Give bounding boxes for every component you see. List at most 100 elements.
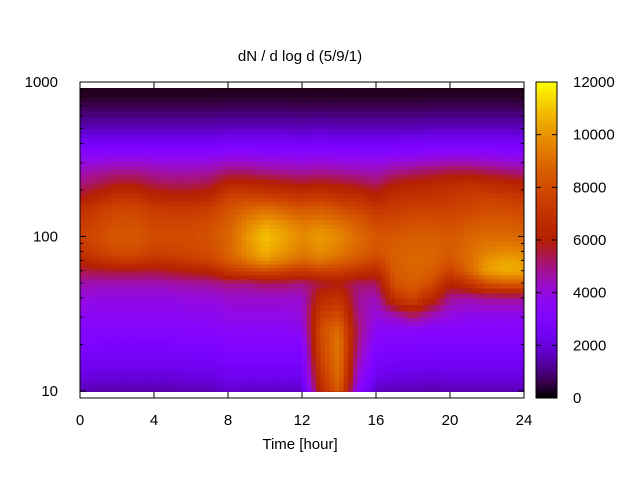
heatmap-cell (228, 178, 234, 185)
heatmap-cell (306, 350, 312, 358)
heatmap-cell (376, 214, 382, 220)
heatmap-cell (130, 321, 137, 326)
heatmap-cell (436, 214, 442, 220)
heatmap-cell (320, 274, 326, 280)
heatmap-cell (459, 188, 465, 194)
heatmap-cell (135, 274, 141, 280)
heatmap-cell (329, 317, 335, 322)
heatmap-cell (459, 393, 464, 396)
heatmap-cell (463, 178, 470, 185)
heatmap-cell (177, 344, 183, 352)
heatmap-cell (477, 304, 483, 312)
heatmap-cell (167, 282, 174, 289)
heatmap-cell (376, 192, 382, 198)
heatmap-cell (292, 209, 298, 215)
heatmap-cell (93, 317, 100, 322)
heatmap-cell (334, 219, 340, 225)
heatmap-cell (167, 321, 174, 326)
heatmap-cell (408, 263, 414, 268)
heatmap-cell (98, 263, 104, 268)
heatmap-cell (144, 197, 150, 202)
heatmap-cell (158, 197, 164, 202)
heatmap-cell (144, 325, 150, 331)
heatmap-cell (362, 344, 368, 352)
heatmap-cell (260, 201, 266, 206)
heatmap-cell (233, 393, 238, 396)
heatmap-cell (477, 329, 483, 336)
heatmap-cell (306, 201, 312, 206)
heatmap-cell (352, 373, 359, 380)
heatmap-cell (98, 257, 104, 261)
heatmap-cell (362, 321, 368, 326)
heatmap-cell (519, 317, 524, 322)
heatmap-cell (241, 174, 248, 180)
heatmap-cell (376, 278, 382, 284)
heatmap-cell (130, 197, 137, 202)
heatmap-cell (126, 236, 132, 243)
heatmap-cell (352, 267, 359, 272)
heatmap-cell (181, 304, 187, 312)
heatmap-cell (491, 257, 497, 261)
heatmap-cell (117, 278, 123, 284)
heatmap-cell (320, 228, 326, 233)
heatmap-cell (505, 310, 511, 318)
heatmap-cell (389, 357, 396, 365)
heatmap-cell (144, 317, 150, 322)
heatmap-cell (107, 205, 113, 210)
heatmap-cell (477, 386, 483, 392)
heatmap-cell (214, 209, 220, 215)
heatmap-cell (112, 287, 118, 294)
heatmap-cell (93, 270, 100, 276)
heatmap-cell (431, 382, 437, 388)
heatmap-cell (241, 282, 248, 289)
heatmap-cell (130, 236, 137, 243)
heatmap-cell (214, 373, 220, 380)
heatmap-cell (371, 224, 377, 229)
heatmap-cell (149, 344, 155, 352)
heatmap-cell (385, 297, 391, 305)
heatmap-cell (500, 188, 507, 194)
heatmap-cell (394, 270, 400, 276)
heatmap-cell (431, 183, 437, 189)
heatmap-cell (306, 263, 312, 268)
heatmap-cell (366, 251, 372, 256)
heatmap-cell (177, 236, 183, 243)
heatmap-cell (223, 174, 229, 180)
heatmap-cell (274, 393, 279, 396)
heatmap-cell (422, 368, 428, 375)
heatmap-cell (376, 382, 382, 388)
heatmap-cell (107, 178, 113, 185)
heatmap-cell (204, 344, 211, 352)
heatmap-cell (431, 241, 437, 248)
heatmap-cell (399, 304, 405, 312)
heatmap-cell (204, 192, 211, 198)
heatmap-cell (325, 174, 331, 180)
heatmap-cell (204, 329, 211, 336)
heatmap-cell (380, 270, 386, 276)
heatmap-cell (440, 236, 446, 243)
heatmap-cell (167, 304, 174, 312)
heatmap-cell (237, 188, 243, 194)
heatmap-cell (496, 393, 501, 396)
heatmap-cell (265, 197, 271, 202)
heatmap-cell (232, 241, 238, 248)
heatmap-cell (302, 219, 308, 225)
heatmap-cell (426, 197, 433, 202)
heatmap-cell (394, 325, 400, 331)
heatmap-cell (195, 282, 201, 289)
heatmap-cell (214, 274, 220, 280)
heatmap-cell (417, 344, 423, 352)
heatmap-cell (218, 188, 224, 194)
heatmap-cell (218, 357, 224, 365)
heatmap-cell (394, 224, 400, 229)
heatmap-cell (93, 378, 100, 384)
heatmap-cell (204, 317, 211, 322)
heatmap-cell (450, 257, 456, 261)
heatmap-cell (93, 192, 100, 198)
heatmap-cell (403, 334, 409, 341)
heatmap-cell (468, 325, 474, 331)
heatmap-cell (357, 304, 363, 312)
heatmap-cell (214, 263, 220, 268)
heatmap-cell (84, 304, 90, 312)
